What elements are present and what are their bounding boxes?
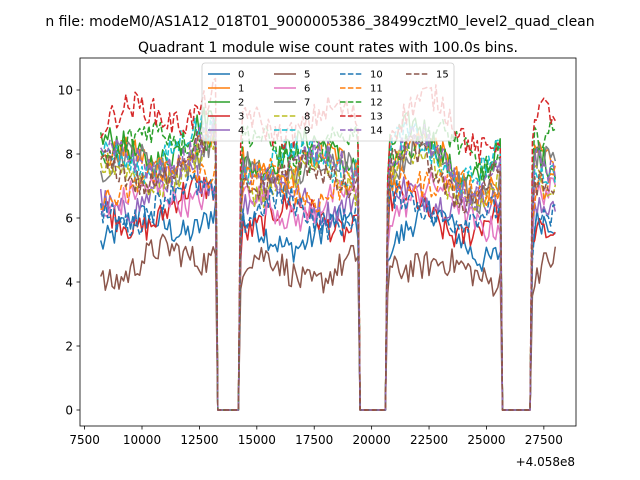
legend-label-2: 2	[238, 98, 244, 109]
chart-suptitle: n file: modeM0/AS1A12_018T01_9000005386_…	[45, 14, 594, 30]
x-tick-label: 15000	[238, 433, 276, 447]
legend-label-15: 15	[436, 70, 449, 81]
legend-label-12: 12	[370, 98, 383, 109]
legend-label-0: 0	[238, 70, 244, 81]
series-line-0	[99, 197, 556, 411]
x-tick-label: 7500	[69, 433, 100, 447]
y-tick-label: 0	[65, 404, 73, 418]
legend-label-10: 10	[370, 70, 383, 81]
legend-label-7: 7	[304, 98, 310, 109]
x-offset-label: +4.058e8	[516, 455, 575, 469]
legend-label-14: 14	[370, 126, 383, 137]
y-tick-label: 8	[65, 148, 73, 162]
series-line-5	[100, 233, 557, 411]
legend-label-5: 5	[304, 70, 310, 81]
x-tick-label: 12500	[180, 433, 218, 447]
x-tick-label: 10000	[123, 433, 161, 447]
y-tick-label: 10	[58, 84, 73, 98]
series-line-15	[100, 128, 556, 411]
chart-title: Quadrant 1 module wise count rates with …	[138, 40, 518, 56]
legend-frame	[201, 62, 455, 142]
legend-label-13: 13	[370, 112, 383, 123]
legend-label-8: 8	[304, 112, 310, 123]
legend-label-4: 4	[238, 126, 244, 137]
y-tick-label: 6	[65, 212, 73, 226]
y-tick-label: 4	[65, 276, 73, 290]
x-tick-label: 22500	[410, 433, 448, 447]
plot-frame	[79, 57, 577, 427]
legend-label-6: 6	[304, 84, 310, 95]
x-tick-label: 25000	[467, 433, 505, 447]
series-lines	[99, 77, 557, 411]
legend-label-11: 11	[370, 84, 383, 95]
legend-label-9: 9	[304, 126, 310, 137]
x-tick-label: 17500	[295, 433, 333, 447]
legend-label-3: 3	[238, 112, 244, 123]
axes: 7500 10000 12500 15000 17500 20000 22500 25000 2…	[58, 57, 577, 447]
x-tick-label: 20000	[353, 433, 391, 447]
y-tick-label: 2	[65, 340, 73, 354]
legend-label-1: 1	[238, 84, 244, 95]
x-tick-label: 27500	[525, 433, 563, 447]
series-line-3	[100, 175, 556, 411]
series-line-10	[99, 171, 556, 411]
